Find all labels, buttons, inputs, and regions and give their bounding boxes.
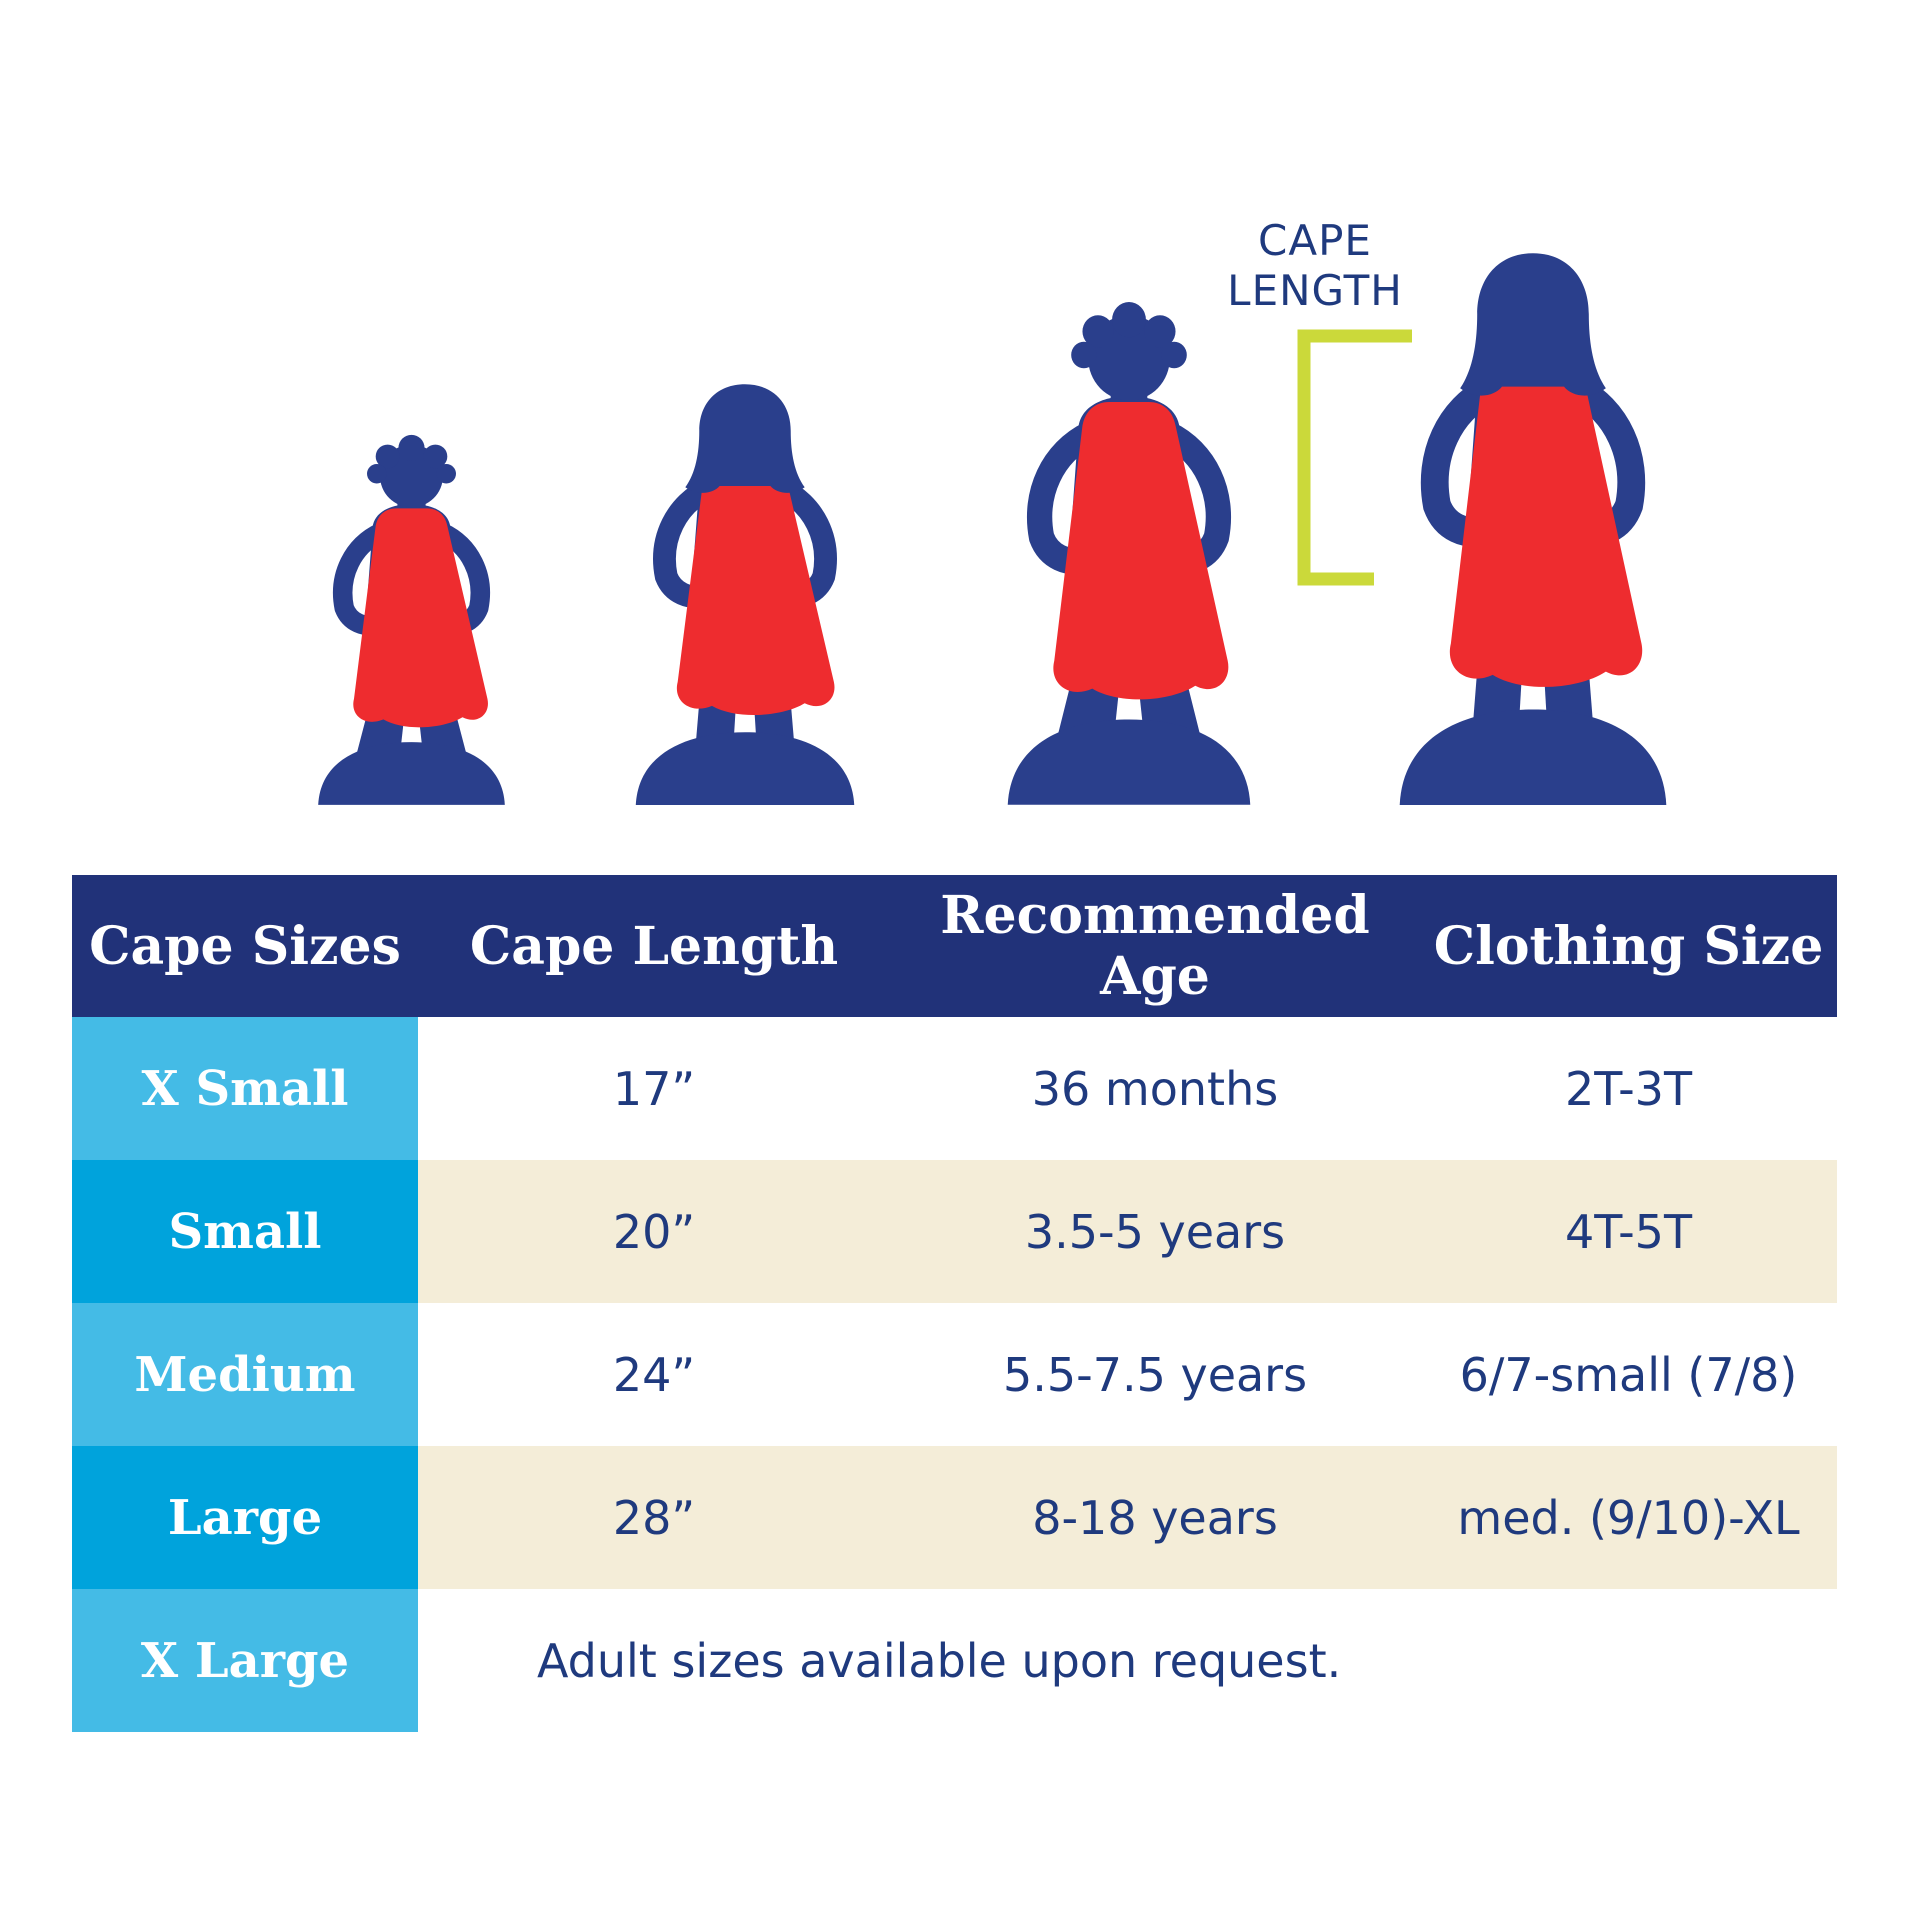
recommended-age-value: 36 months <box>1031 1061 1279 1116</box>
row-data: 28” 8-18 years med. (9/10)-XL <box>418 1446 1837 1589</box>
cape-length-label-line1: CAPE <box>1258 216 1372 265</box>
recommended-age-value: 8-18 years <box>1032 1490 1278 1545</box>
kid-figure-medium <box>1008 302 1251 805</box>
size-label-cell: Large <box>72 1446 418 1589</box>
kid-figure-small <box>636 384 854 805</box>
size-label-cell: Medium <box>72 1303 418 1446</box>
header-cape-sizes: Cape Sizes <box>89 915 401 977</box>
row-data: 20” 3.5-5 years 4T-5T <box>418 1160 1837 1303</box>
size-label-cell: Small <box>72 1160 418 1303</box>
size-label-cell: X Large <box>72 1589 418 1732</box>
cape-length-label: CAPE LENGTH <box>1205 216 1425 315</box>
cape-length-value: 20” <box>612 1204 696 1259</box>
clothing-size-value: 6/7-small (7/8) <box>1459 1347 1798 1402</box>
cape-length-value: 28” <box>612 1490 696 1545</box>
clothing-size-value: med. (9/10)-XL <box>1457 1490 1800 1545</box>
size-label-cell: X Small <box>72 1017 418 1160</box>
recommended-age-value: 5.5-7.5 years <box>1002 1347 1308 1402</box>
adult-sizes-note: Adult sizes available upon request. <box>418 1589 1837 1732</box>
header-clothing-size: Clothing Size <box>1433 915 1824 977</box>
kid-figure-large <box>1400 253 1667 805</box>
cape-size-table: Cape Sizes Cape Length Recommended Age C… <box>72 875 1837 1732</box>
table-row-x-large: X Large Adult sizes available upon reque… <box>72 1589 1837 1732</box>
cape-length-label-line2: LENGTH <box>1227 265 1403 315</box>
clothing-size-value: 4T-5T <box>1564 1204 1693 1259</box>
header-recommended-age: Recommended Age <box>940 885 1370 1007</box>
table-row-large: Large 28” 8-18 years med. (9/10)-XL <box>72 1446 1837 1589</box>
row-data: 17” 36 months 2T-3T <box>418 1017 1837 1160</box>
table-row-medium: Medium 24” 5.5-7.5 years 6/7-small (7/8) <box>72 1303 1837 1446</box>
cape-length-value: 17” <box>612 1061 696 1116</box>
table-row-x-small: X Small 17” 36 months 2T-3T <box>72 1017 1837 1160</box>
header-cape-length: Cape Length <box>469 915 839 977</box>
kid-figure-x-small <box>318 435 505 805</box>
table-row-small: Small 20” 3.5-5 years 4T-5T <box>72 1160 1837 1303</box>
table-header-row: Cape Sizes Cape Length Recommended Age C… <box>72 875 1837 1017</box>
clothing-size-value: 2T-3T <box>1564 1061 1693 1116</box>
cape-length-value: 24” <box>612 1347 696 1402</box>
recommended-age-value: 3.5-5 years <box>1024 1204 1286 1259</box>
row-data: 24” 5.5-7.5 years 6/7-small (7/8) <box>418 1303 1837 1446</box>
cape-size-illustration <box>0 0 1921 860</box>
cape-length-bracket <box>1297 329 1412 586</box>
